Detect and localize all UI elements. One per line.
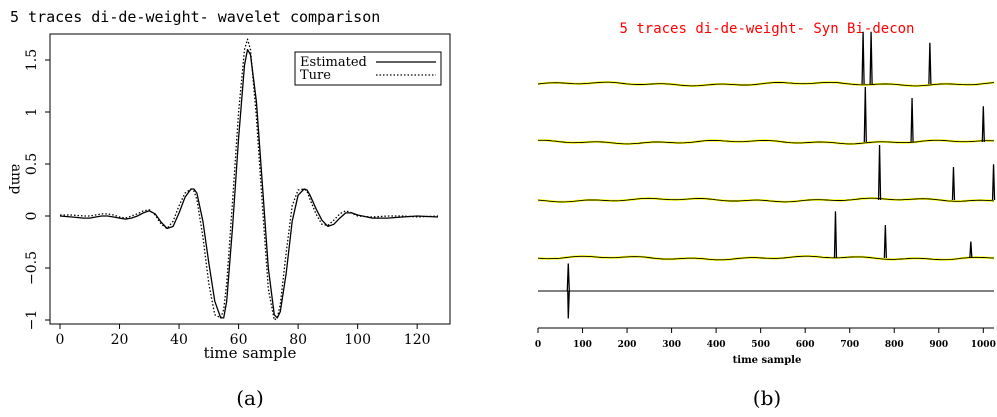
- trace-line: [537, 255, 995, 261]
- trace-2: [538, 86, 995, 146]
- legend-estimated-label: Estimated: [300, 55, 367, 70]
- chart-a-legend: Estimated Ture: [294, 51, 442, 86]
- chart-b-x-ticks: 0 100 200 300 400 500 600 700 800 900 1000: [535, 328, 996, 350]
- trace-line: [538, 139, 995, 145]
- chart-a-xtick-label: 20: [111, 332, 129, 348]
- trace-1: [537, 31, 995, 88]
- chart-a-x-ticks: 0 20 40 60 80 100 120: [56, 324, 431, 348]
- chart-a-series: [59, 38, 439, 321]
- chart-b-xlabel: time sample: [733, 355, 802, 366]
- chart-b-xtick-label: 900: [929, 340, 948, 350]
- chart-a-frame: [49, 33, 451, 325]
- trace-spike: [928, 42, 932, 85]
- chart-b-xtick-label: 700: [840, 340, 859, 350]
- chart-a-ytick-label: 1: [24, 108, 40, 117]
- chart-b-xtick-label: 200: [618, 340, 637, 350]
- chart-b-xtick-label: 300: [662, 340, 681, 350]
- chart-a-y-ticks: −1 −0.5 0 0.5 1 1.5: [24, 49, 50, 330]
- chart-b-xtick-label: 600: [796, 340, 815, 350]
- legend-ture-label: Ture: [300, 68, 331, 83]
- chart-b-traces: [537, 31, 996, 319]
- chart-b-xtick-label: 500: [751, 340, 770, 350]
- trace-spike: [863, 86, 867, 143]
- trace-spike: [969, 241, 973, 259]
- chart-b-xtick-label: 100: [573, 340, 592, 350]
- chart-a-ytick-label: 0.5: [24, 153, 40, 175]
- chart-a-ytick-label: 0: [24, 212, 40, 221]
- chart-b-title: 5 traces di-de-weight- Syn Bi-decon: [619, 21, 914, 37]
- trace-line: [537, 81, 995, 87]
- chart-a-ytick-label: 1.5: [24, 49, 40, 71]
- chart-a-xlabel: time sample: [204, 344, 297, 362]
- legend-box: [294, 51, 442, 86]
- trace-spike: [861, 31, 865, 85]
- trace-4: [537, 211, 995, 261]
- trace-spike: [991, 164, 996, 201]
- wavelet-comparison-chart: 5 traces di-de-weight- wavelet compariso…: [8, 8, 451, 362]
- chart-a-xtick-label: 0: [56, 332, 65, 348]
- trace-spike: [566, 263, 570, 319]
- estimated-wavelet-line: [59, 48, 439, 319]
- chart-a-xtick-label: 100: [344, 332, 371, 348]
- chart-a-xtick-label: 80: [289, 332, 307, 348]
- chart-a-xtick-label: 40: [170, 332, 188, 348]
- bi-decon-traces-chart: 5 traces di-de-weight- Syn Bi-decon 0 100…: [535, 21, 996, 366]
- trace-line: [537, 197, 995, 203]
- chart-a-ytick-label: −1: [24, 310, 40, 331]
- trace-spike: [869, 31, 873, 85]
- trace-spike: [833, 211, 838, 259]
- chart-a-ylabel: amp: [8, 164, 24, 195]
- chart-b-xtick-label: 0: [535, 340, 541, 350]
- trace-5: [538, 263, 994, 319]
- trace-3: [537, 144, 996, 204]
- caption-b: (b): [753, 386, 781, 410]
- chart-a-ytick-label: −0.5: [24, 251, 40, 285]
- trace-spike: [877, 144, 882, 201]
- trace-spike: [883, 224, 887, 259]
- trace-spike: [981, 106, 985, 143]
- caption-a: (a): [236, 386, 264, 410]
- chart-a-title: 5 traces di-de-weight- wavelet compariso…: [10, 8, 380, 26]
- true-wavelet-line: [60, 38, 439, 321]
- trace-spike: [951, 166, 956, 201]
- chart-b-xtick-label: 400: [707, 340, 726, 350]
- trace-spike: [910, 97, 914, 143]
- chart-a-xtick-label: 60: [230, 332, 248, 348]
- chart-a-xtick-label: 120: [404, 332, 431, 348]
- chart-b-xtick-label: 800: [885, 340, 904, 350]
- chart-b-xtick-label: 1000: [971, 340, 996, 350]
